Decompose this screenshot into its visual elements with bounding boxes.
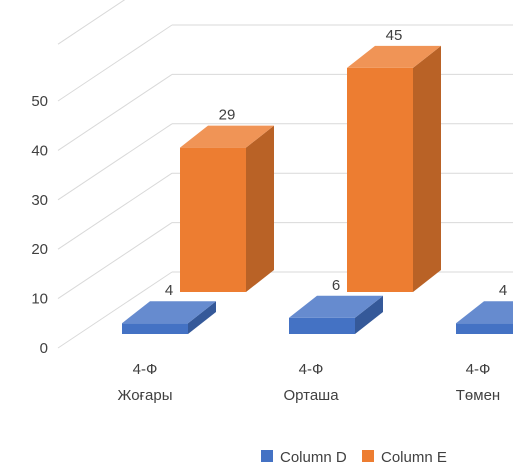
y-axis: 0 10 20 30 40 50 (31, 93, 48, 357)
bar-top (456, 301, 513, 324)
data-label: 4 (165, 282, 173, 299)
bar-top (289, 295, 383, 318)
bar-side (355, 295, 383, 334)
bar-top (347, 45, 441, 68)
category-label: 4-Ф (466, 361, 491, 378)
bar-column-e (180, 125, 274, 292)
bar-side (188, 301, 216, 334)
gridline-side (57, 222, 173, 300)
category-label: Орташа (283, 387, 339, 404)
bar-front (122, 323, 188, 334)
bar-column-e (347, 45, 441, 293)
y-tick-label: 40 (31, 142, 48, 159)
data-label: 4 (499, 282, 507, 299)
y-tick-label: 50 (31, 93, 48, 110)
gridline-side (57, 24, 173, 102)
bar-front (180, 147, 246, 292)
bars (122, 45, 513, 334)
gridline-side (57, 172, 173, 250)
legend-swatch (261, 450, 273, 462)
gridlines (57, 0, 513, 349)
category-label: 4-Ф (133, 361, 158, 378)
bar-front (456, 323, 513, 334)
bar-front (347, 67, 413, 293)
bar-side (413, 45, 441, 293)
bar-column-d (122, 301, 216, 334)
legend-swatch (362, 450, 374, 462)
legend-label: Column E (381, 449, 447, 466)
x-axis: 4-Ф Жоғары 4-Ф Орташа 4-Ф Төмен (118, 361, 501, 404)
data-label: 45 (386, 27, 403, 44)
bar-column-d (289, 295, 383, 334)
category-label: 4-Ф (299, 361, 324, 378)
data-label: 29 (219, 107, 236, 124)
gridline-side (57, 73, 173, 151)
legend: Column D Column E (261, 449, 447, 466)
category-label: Төмен (456, 387, 500, 404)
gridline-side (57, 123, 173, 201)
y-tick-label: 20 (31, 241, 48, 258)
bar-side (246, 125, 274, 292)
category-label: Жоғары (118, 387, 173, 404)
bar-top (122, 301, 216, 324)
gridline-side (57, 271, 173, 349)
gridline-side (57, 0, 126, 45)
y-tick-label: 10 (31, 291, 48, 308)
bar-column-d (456, 301, 513, 334)
bar-front (289, 317, 355, 334)
y-tick-label: 0 (40, 340, 48, 357)
y-tick-label: 30 (31, 192, 48, 209)
bar-top (180, 125, 274, 148)
data-label: 6 (332, 277, 340, 294)
legend-label: Column D (280, 449, 347, 466)
